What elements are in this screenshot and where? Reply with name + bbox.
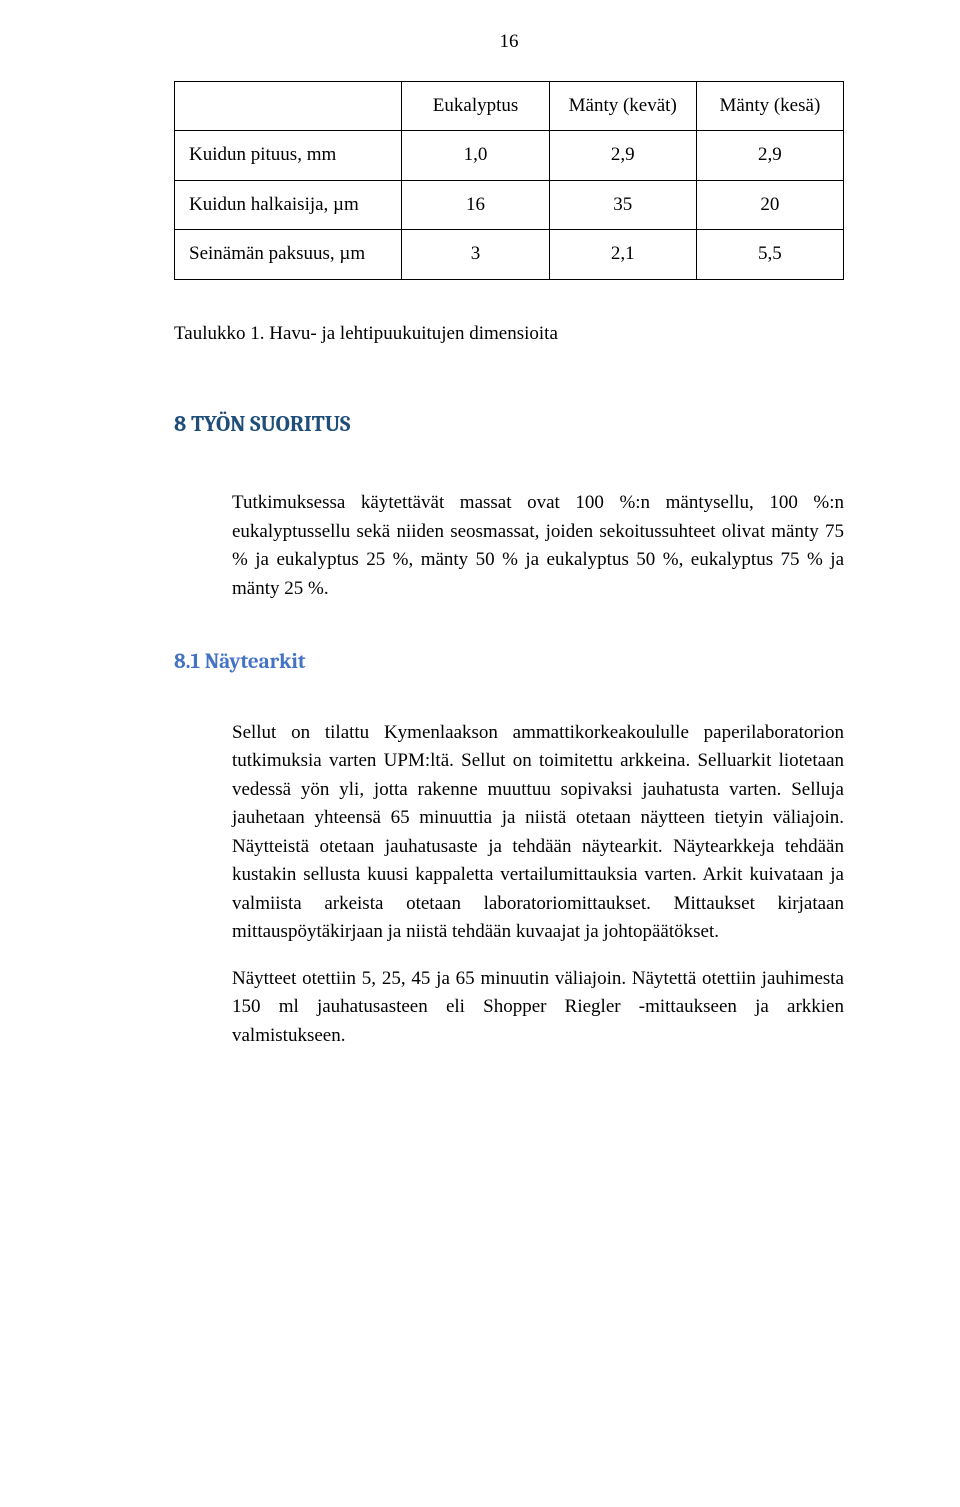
cell-value: 1,0 bbox=[402, 131, 549, 181]
body-paragraph: Näytteet otettiin 5, 25, 45 ja 65 minuut… bbox=[232, 965, 844, 1051]
cell-label: Seinämän paksuus, µm bbox=[175, 230, 402, 280]
cell-header: Eukalyptus bbox=[402, 81, 549, 131]
table-row: Seinämän paksuus, µm 3 2,1 5,5 bbox=[175, 230, 844, 280]
table-row: Kuidun halkaisija, µm 16 35 20 bbox=[175, 180, 844, 230]
cell-header: Mänty (kesä) bbox=[696, 81, 843, 131]
cell-value: 3 bbox=[402, 230, 549, 280]
data-table: Eukalyptus Mänty (kevät) Mänty (kesä) Ku… bbox=[174, 81, 844, 280]
cell-value: 35 bbox=[549, 180, 696, 230]
page-number: 16 bbox=[174, 28, 844, 57]
table-row: Eukalyptus Mänty (kevät) Mänty (kesä) bbox=[175, 81, 844, 131]
cell-label: Kuidun pituus, mm bbox=[175, 131, 402, 181]
cell-header-blank bbox=[175, 81, 402, 131]
cell-label: Kuidun halkaisija, µm bbox=[175, 180, 402, 230]
cell-value: 2,1 bbox=[549, 230, 696, 280]
cell-header: Mänty (kevät) bbox=[549, 81, 696, 131]
body-paragraph: Sellut on tilattu Kymenlaakson ammattiko… bbox=[232, 719, 844, 947]
cell-value: 16 bbox=[402, 180, 549, 230]
section-heading: 8 TYÖN SUORITUS bbox=[174, 408, 844, 441]
cell-value: 2,9 bbox=[696, 131, 843, 181]
cell-value: 20 bbox=[696, 180, 843, 230]
cell-value: 5,5 bbox=[696, 230, 843, 280]
subsection-heading: 8.1 Näytearkit bbox=[174, 647, 844, 679]
table-caption: Taulukko 1. Havu- ja lehtipuukuitujen di… bbox=[174, 320, 844, 349]
table-row: Kuidun pituus, mm 1,0 2,9 2,9 bbox=[175, 131, 844, 181]
cell-value: 2,9 bbox=[549, 131, 696, 181]
intro-paragraph: Tutkimuksessa käytettävät massat ovat 10… bbox=[232, 489, 844, 603]
